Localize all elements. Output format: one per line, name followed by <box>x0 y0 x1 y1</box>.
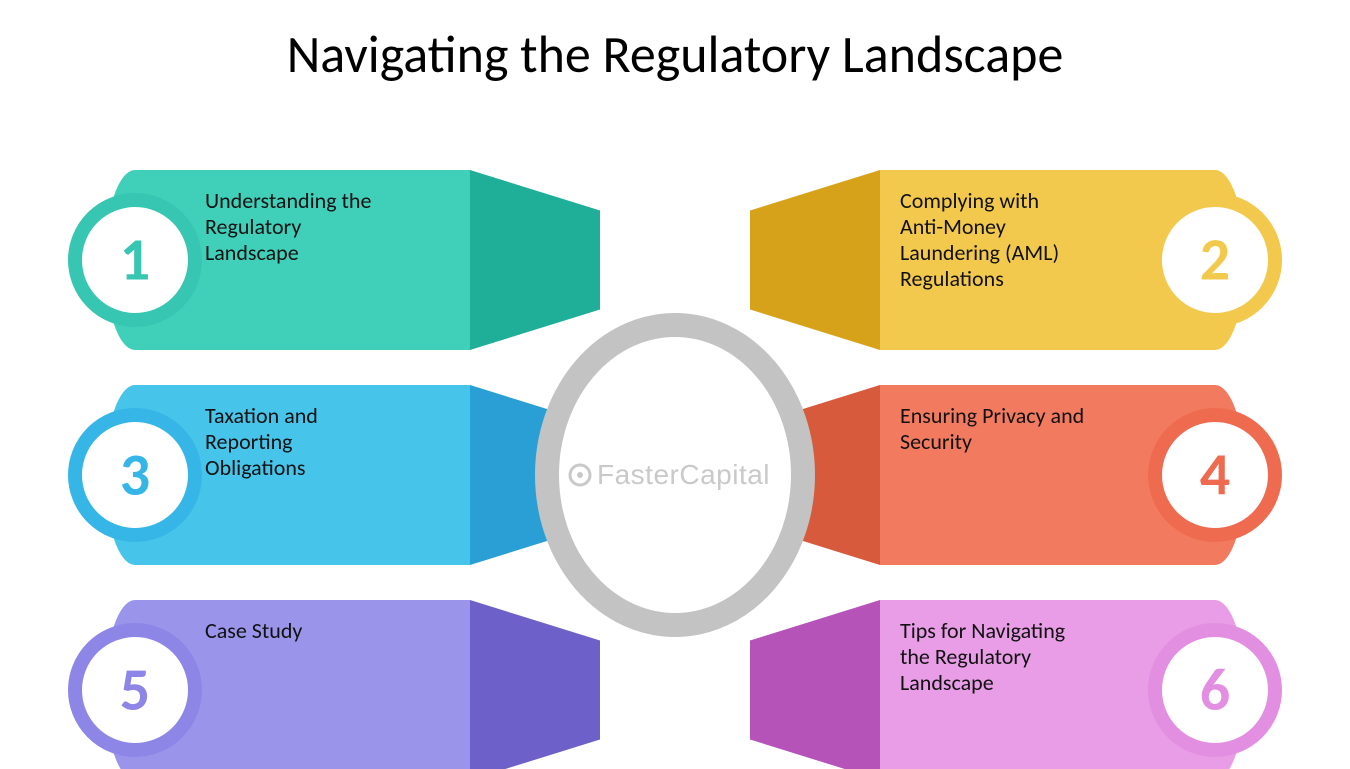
label-5: Case Study <box>205 617 302 644</box>
infographic-root: Navigating the Regulatory Landscape 1Und… <box>0 0 1350 769</box>
number-1: 1 <box>120 224 150 297</box>
svg-text:FasterCapital: FasterCapital <box>597 459 770 490</box>
wedge-6 <box>750 600 880 769</box>
number-5: 5 <box>120 654 150 727</box>
number-4: 4 <box>1200 439 1230 512</box>
watermark: FasterCapital <box>570 459 770 490</box>
number-6: 6 <box>1200 654 1230 727</box>
wedge-1 <box>470 170 600 350</box>
number-3: 3 <box>120 439 150 512</box>
number-2: 2 <box>1200 224 1230 297</box>
wedge-5 <box>470 600 600 769</box>
diagram-stage: 1Understanding theRegulatoryLandscape2Co… <box>0 0 1350 769</box>
wedge-2 <box>750 170 880 350</box>
